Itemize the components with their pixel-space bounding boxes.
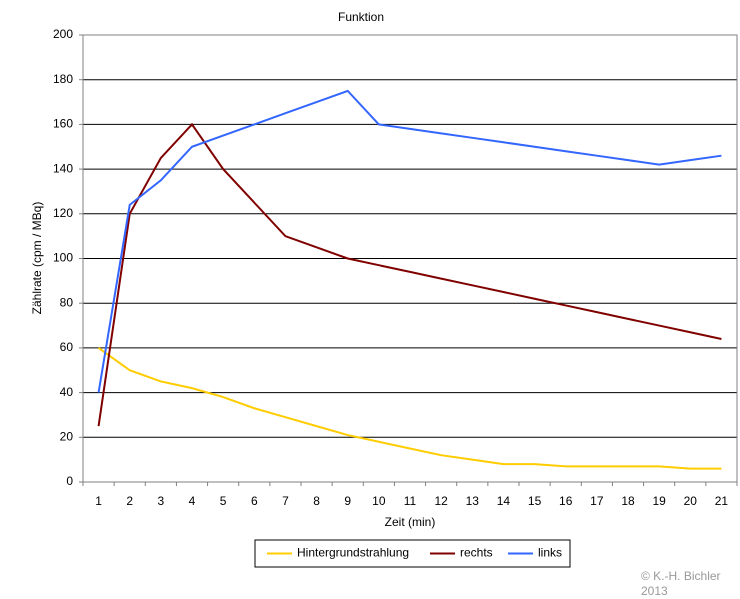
- x-tick-label: 8: [313, 494, 320, 508]
- x-tick-label: 17: [590, 494, 604, 508]
- y-tick-label: 20: [60, 429, 74, 443]
- x-tick-label: 12: [434, 494, 448, 508]
- y-tick-label: 160: [53, 117, 73, 131]
- x-tick-label: 9: [344, 494, 351, 508]
- x-tick-label: 2: [126, 494, 133, 508]
- x-tick-label: 20: [684, 494, 698, 508]
- x-tick-label: 16: [559, 494, 573, 508]
- x-tick-label: 6: [251, 494, 258, 508]
- y-axis-label: Zählrate (cpm / MBq): [30, 202, 44, 315]
- y-tick-label: 80: [60, 295, 74, 309]
- x-tick-label: 1: [95, 494, 102, 508]
- line-series: [97, 122, 722, 427]
- x-axis-label: Zeit (min): [385, 515, 436, 529]
- x-tick-label: 4: [189, 494, 196, 508]
- copyright: © K.-H. Bichler: [641, 569, 721, 583]
- y-tick-label: 120: [53, 206, 73, 220]
- x-tick-label: 10: [372, 494, 386, 508]
- legend-label: rechts: [460, 546, 493, 560]
- x-tick-label: 18: [621, 494, 635, 508]
- x-tick-label: 14: [497, 494, 511, 508]
- y-tick-label: 0: [66, 474, 73, 488]
- x-tick-label: 13: [466, 494, 480, 508]
- x-tick-label: 11: [404, 494, 417, 508]
- line-series: [97, 89, 722, 393]
- chart-title: Funktion: [338, 10, 384, 24]
- y-tick-label: 180: [53, 72, 73, 86]
- x-tick-label: 7: [282, 494, 289, 508]
- legend-label: Hintergrundstrahlung: [297, 546, 409, 560]
- y-tick-label: 100: [53, 251, 73, 265]
- y-tick-label: 40: [60, 385, 74, 399]
- plot-frame: [82, 34, 738, 483]
- copyright: 2013: [641, 584, 668, 598]
- x-tick-label: 15: [528, 494, 542, 508]
- x-tick-label: 3: [158, 494, 165, 508]
- x-tick-label: 5: [220, 494, 227, 508]
- y-tick-label: 60: [60, 340, 74, 354]
- x-tick-label: 21: [715, 494, 729, 508]
- y-tick-label: 140: [53, 161, 73, 175]
- x-tick-label: 19: [652, 494, 666, 508]
- y-tick-label: 200: [53, 27, 73, 41]
- legend-label: links: [538, 546, 562, 560]
- line-series: [97, 347, 722, 470]
